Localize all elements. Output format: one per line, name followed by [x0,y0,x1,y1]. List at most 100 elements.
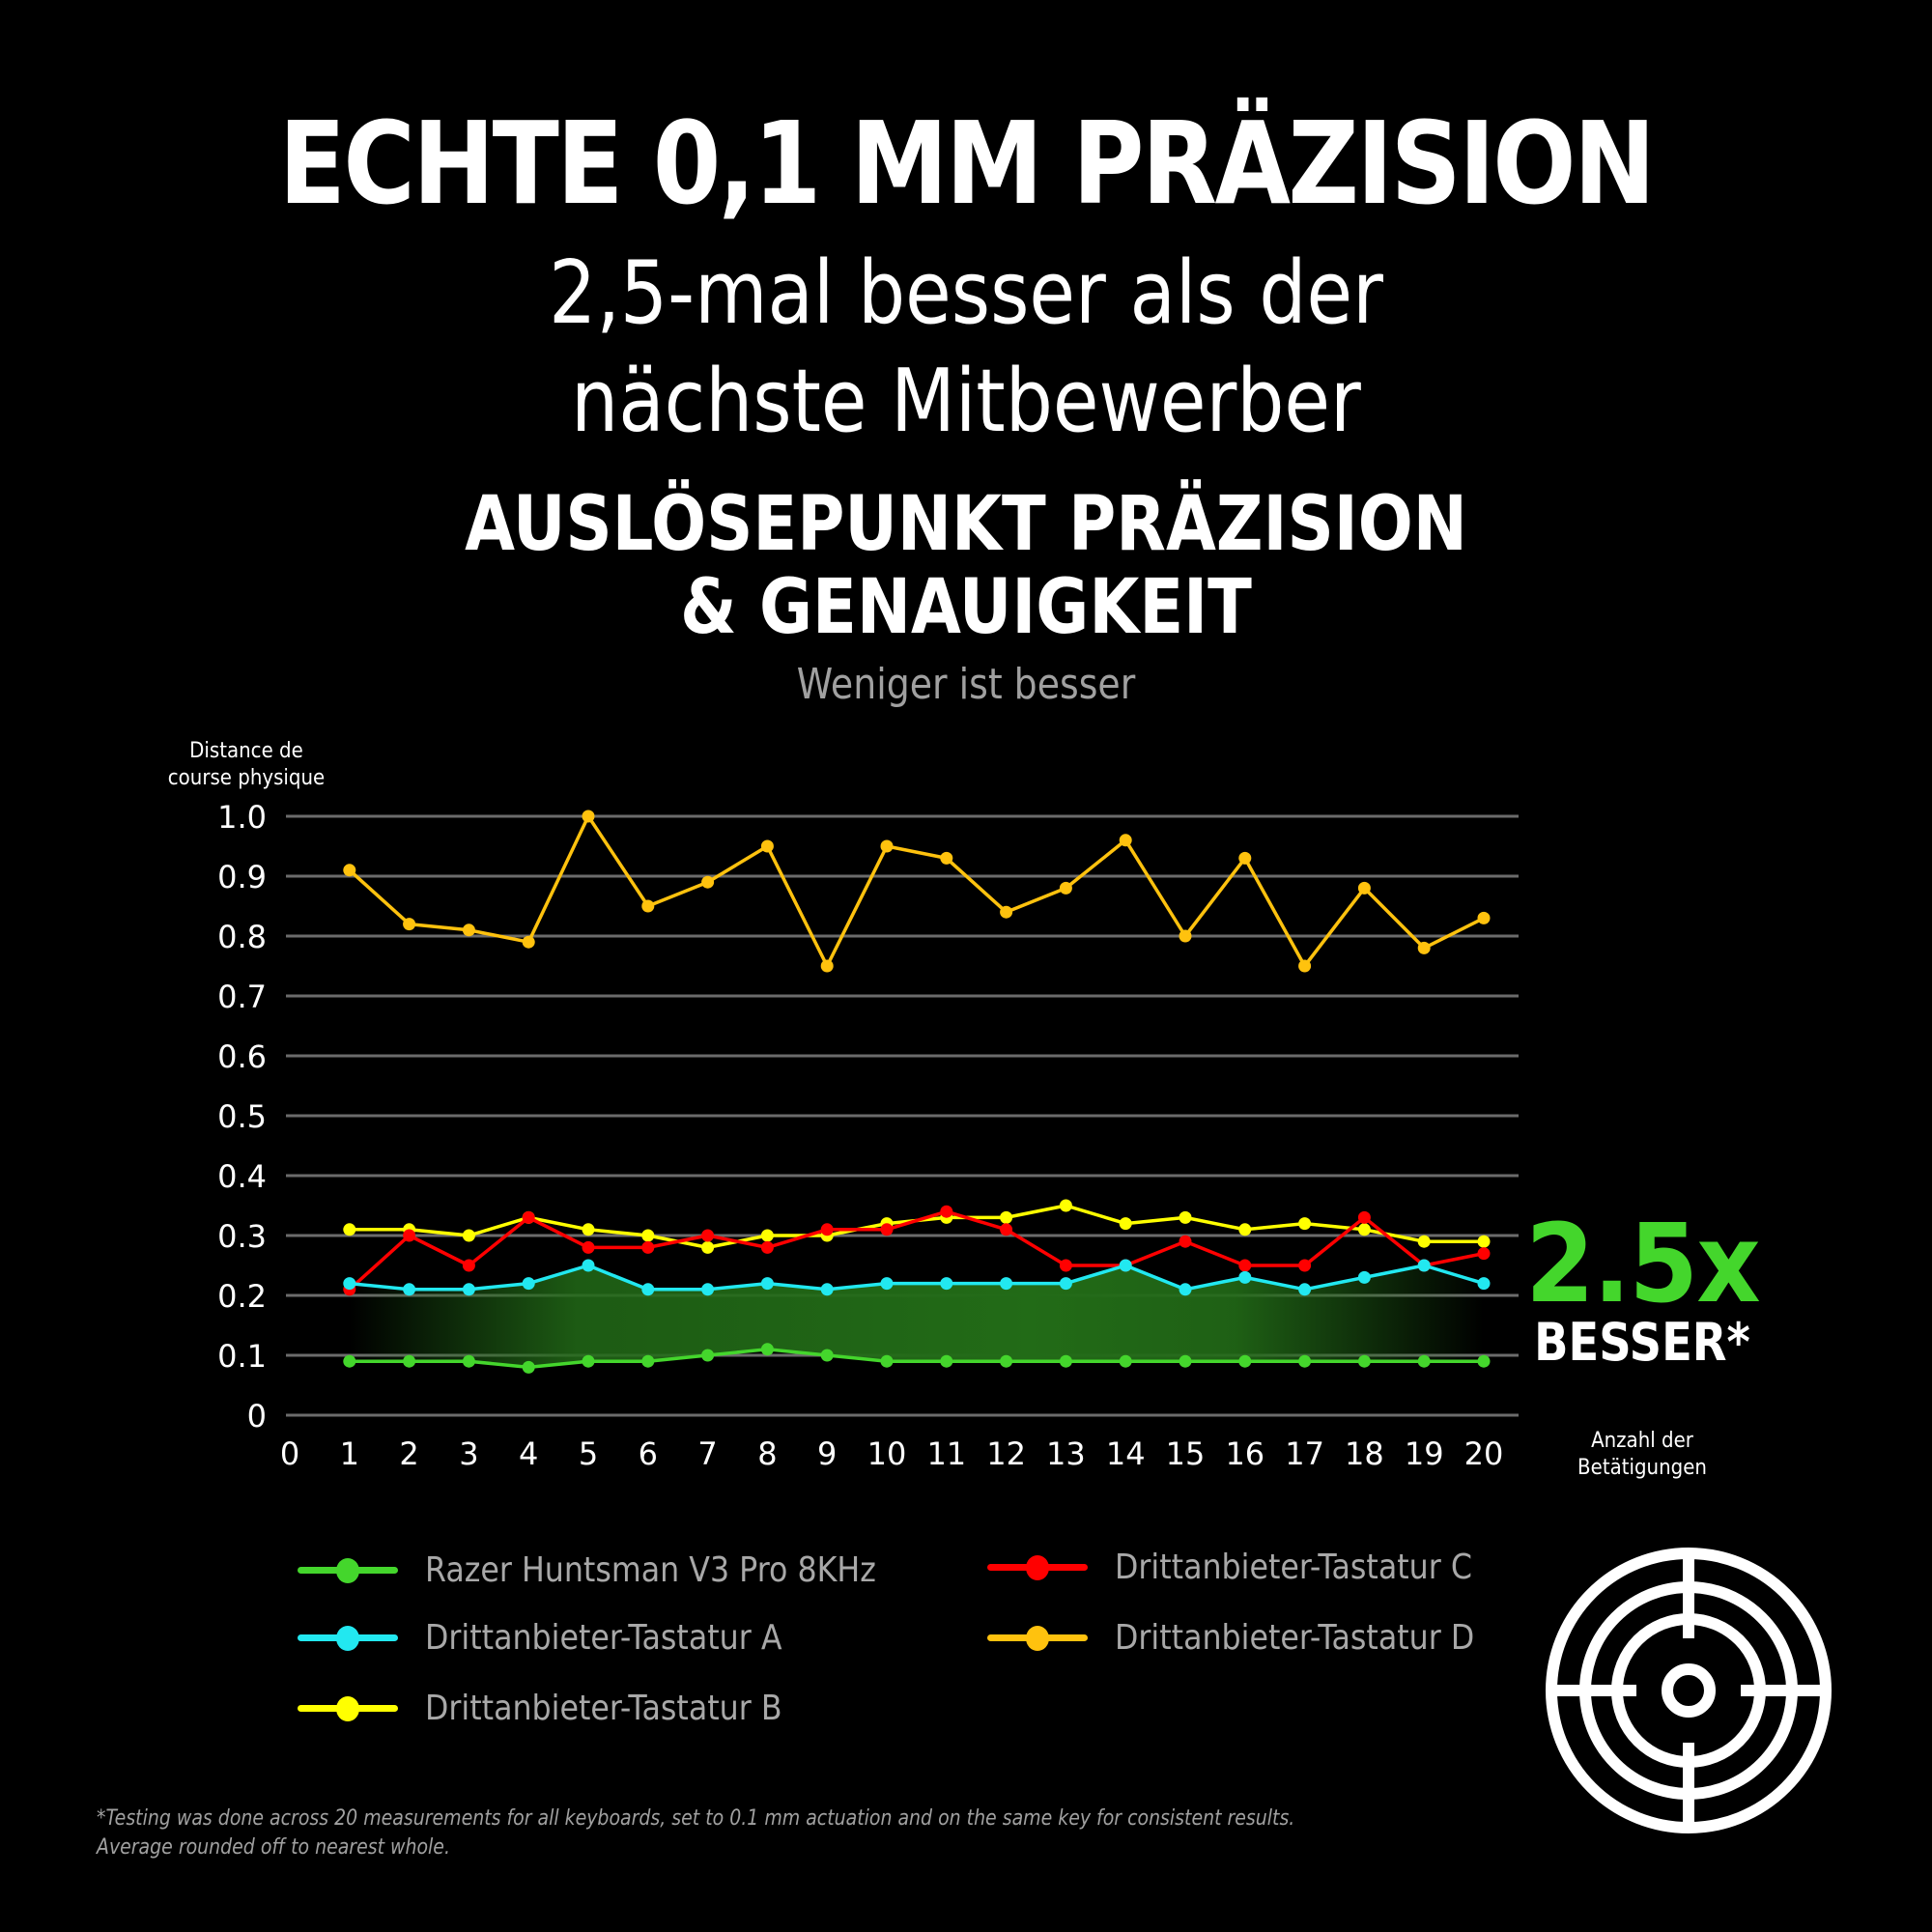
data-point [522,1360,535,1374]
data-point [880,1223,894,1236]
x-tick-label: 4 [519,1435,538,1472]
data-point [343,864,356,877]
legend-item-b[interactable]: Drittanbieter-Tastatur B [298,1684,831,1732]
footnote-line-2: Average rounded off to nearest whole. [97,1835,450,1860]
legend-swatch-razer [298,1546,398,1594]
data-point [820,959,834,973]
y-tick-label: 0.7 [217,979,267,1015]
legend-item-d[interactable]: Drittanbieter-Tastatur D [987,1613,1523,1662]
x-tick-label: 16 [1225,1435,1264,1472]
x-axis-label-line-2: Betätigungen [1577,1456,1707,1480]
data-point [880,1354,894,1368]
data-point [1417,1354,1431,1368]
data-point [641,1283,655,1296]
legend-item-razer[interactable]: Razer Huntsman V3 Pro 8KHz [298,1546,938,1594]
x-tick-label: 5 [579,1435,598,1472]
y-tick-label: 0.2 [217,1278,267,1315]
data-point [1357,1354,1371,1368]
data-point [582,810,595,823]
data-point [760,1343,774,1356]
data-point [1179,1210,1192,1224]
legend-item-c[interactable]: Drittanbieter-Tastatur C [987,1543,1520,1591]
y-tick-label: 0.6 [217,1038,267,1075]
x-tick-label: 14 [1106,1435,1146,1472]
y-tick-label: 0.1 [217,1338,267,1375]
x-tick-label: 12 [986,1435,1026,1472]
legend-swatch-c [987,1543,1088,1591]
y-axis-ticks: 0 0.1 0.2 0.3 0.4 0.5 0.6 0.7 0.8 0.9 1.0 [217,799,267,1435]
y-tick-label: 0.3 [217,1218,267,1255]
x-tick-label: 17 [1285,1435,1324,1472]
data-point [1238,1354,1252,1368]
x-tick-label: 7 [697,1435,717,1472]
data-point [1059,1277,1072,1291]
y-axis-label-line-1: Distance de [189,739,303,763]
legend-item-a[interactable]: Drittanbieter-Tastatur A [298,1613,831,1662]
data-point [1298,1259,1312,1272]
data-point [701,1240,715,1254]
y-tick-label: 0.4 [217,1158,267,1195]
data-point [1000,1277,1013,1291]
legend-label: Drittanbieter-Tastatur D [1115,1617,1475,1658]
data-point [462,1259,475,1272]
series-lines [343,810,1491,1374]
legend-swatch-a [298,1613,398,1662]
x-tick-label: 8 [757,1435,777,1472]
data-point [880,839,894,853]
data-point [1477,1354,1491,1368]
page-title: ECHTE 0,1 MM PRÄZISION [278,97,1656,230]
y-tick-label: 0 [247,1398,267,1435]
x-axis-ticks: 0 1 2 3 4 5 6 7 8 9 10 11 12 13 14 15 16 17 18 19 20 [280,1435,1504,1472]
data-point [1179,1283,1192,1296]
y-tick-label: 0.9 [217,859,267,895]
x-tick-label: 0 [280,1435,299,1472]
data-point [462,1283,475,1296]
data-point [403,1283,416,1296]
x-tick-label: 2 [399,1435,418,1472]
data-point [1119,1259,1132,1272]
data-point [940,1205,953,1218]
data-point [820,1349,834,1362]
x-tick-label: 3 [459,1435,478,1472]
data-point [760,1277,774,1291]
data-point [1298,1354,1312,1368]
data-point [582,1223,595,1236]
data-point [760,839,774,853]
data-point [940,851,953,865]
improvement-badge-value: 2.5x [1525,1202,1760,1327]
data-point [701,1349,715,1362]
data-point [462,1354,475,1368]
x-tick-label: 18 [1345,1435,1384,1472]
chart-title: AUSLÖSEPUNKT PRÄZISION & GENAUIGKEIT [135,483,1797,649]
x-tick-label: 11 [926,1435,966,1472]
data-point [1357,1223,1371,1236]
data-point [1357,1210,1371,1224]
data-point [1179,929,1192,943]
data-point [641,1240,655,1254]
data-point [760,1240,774,1254]
data-point [701,875,715,889]
x-tick-label: 6 [639,1435,658,1472]
data-point [1417,1235,1431,1248]
legend-swatch-b [298,1684,398,1732]
data-point [1238,1259,1252,1272]
data-point [1000,905,1013,919]
data-point [1357,1270,1371,1284]
data-point [1477,1277,1491,1291]
x-tick-label: 10 [867,1435,907,1472]
x-axis-label-line-1: Anzahl der [1591,1429,1693,1453]
legend-label: Drittanbieter-Tastatur A [425,1617,782,1658]
data-point [701,1229,715,1242]
legend-label: Razer Huntsman V3 Pro 8KHz [425,1549,876,1590]
highlight-band [349,1265,1484,1368]
x-tick-label: 1 [340,1435,359,1472]
x-tick-label: 19 [1405,1435,1444,1472]
x-axis-label: Anzahl der Betätigungen [1538,1428,1747,1482]
data-point [582,1240,595,1254]
data-point [641,1354,655,1368]
data-point [343,1277,356,1291]
series-drittanbieter-tastatur-c [343,1205,1491,1296]
legend-swatch-d [987,1613,1088,1662]
improvement-badge-label: BESSER* [1534,1312,1750,1373]
